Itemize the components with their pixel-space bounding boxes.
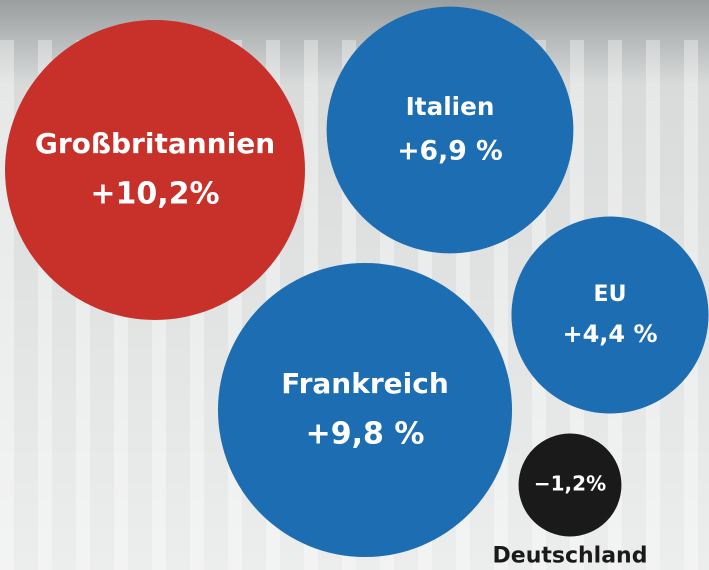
bubbles: Großbritannien +10,2% Italien +6,9 % EU +4,4 … (5, 6, 709, 568)
bubble (217, 262, 513, 558)
bubble-name: Italien (406, 92, 495, 121)
bubble (5, 20, 305, 320)
value-label: +10,2% (90, 177, 219, 212)
bubble-name: Deutschland (493, 543, 648, 568)
bubble-name: Großbritannien (35, 127, 275, 160)
value-label: +9,8 % (306, 417, 425, 452)
value-label: +4,4 % (562, 320, 657, 348)
value-label: −1,2% (534, 472, 606, 496)
bubble-name: EU (594, 282, 627, 307)
bubble (326, 6, 574, 254)
bubble (518, 433, 622, 537)
bubble (511, 216, 709, 414)
bubble-name: Frankreich (281, 367, 449, 400)
value-label: +6,9 % (397, 136, 503, 167)
